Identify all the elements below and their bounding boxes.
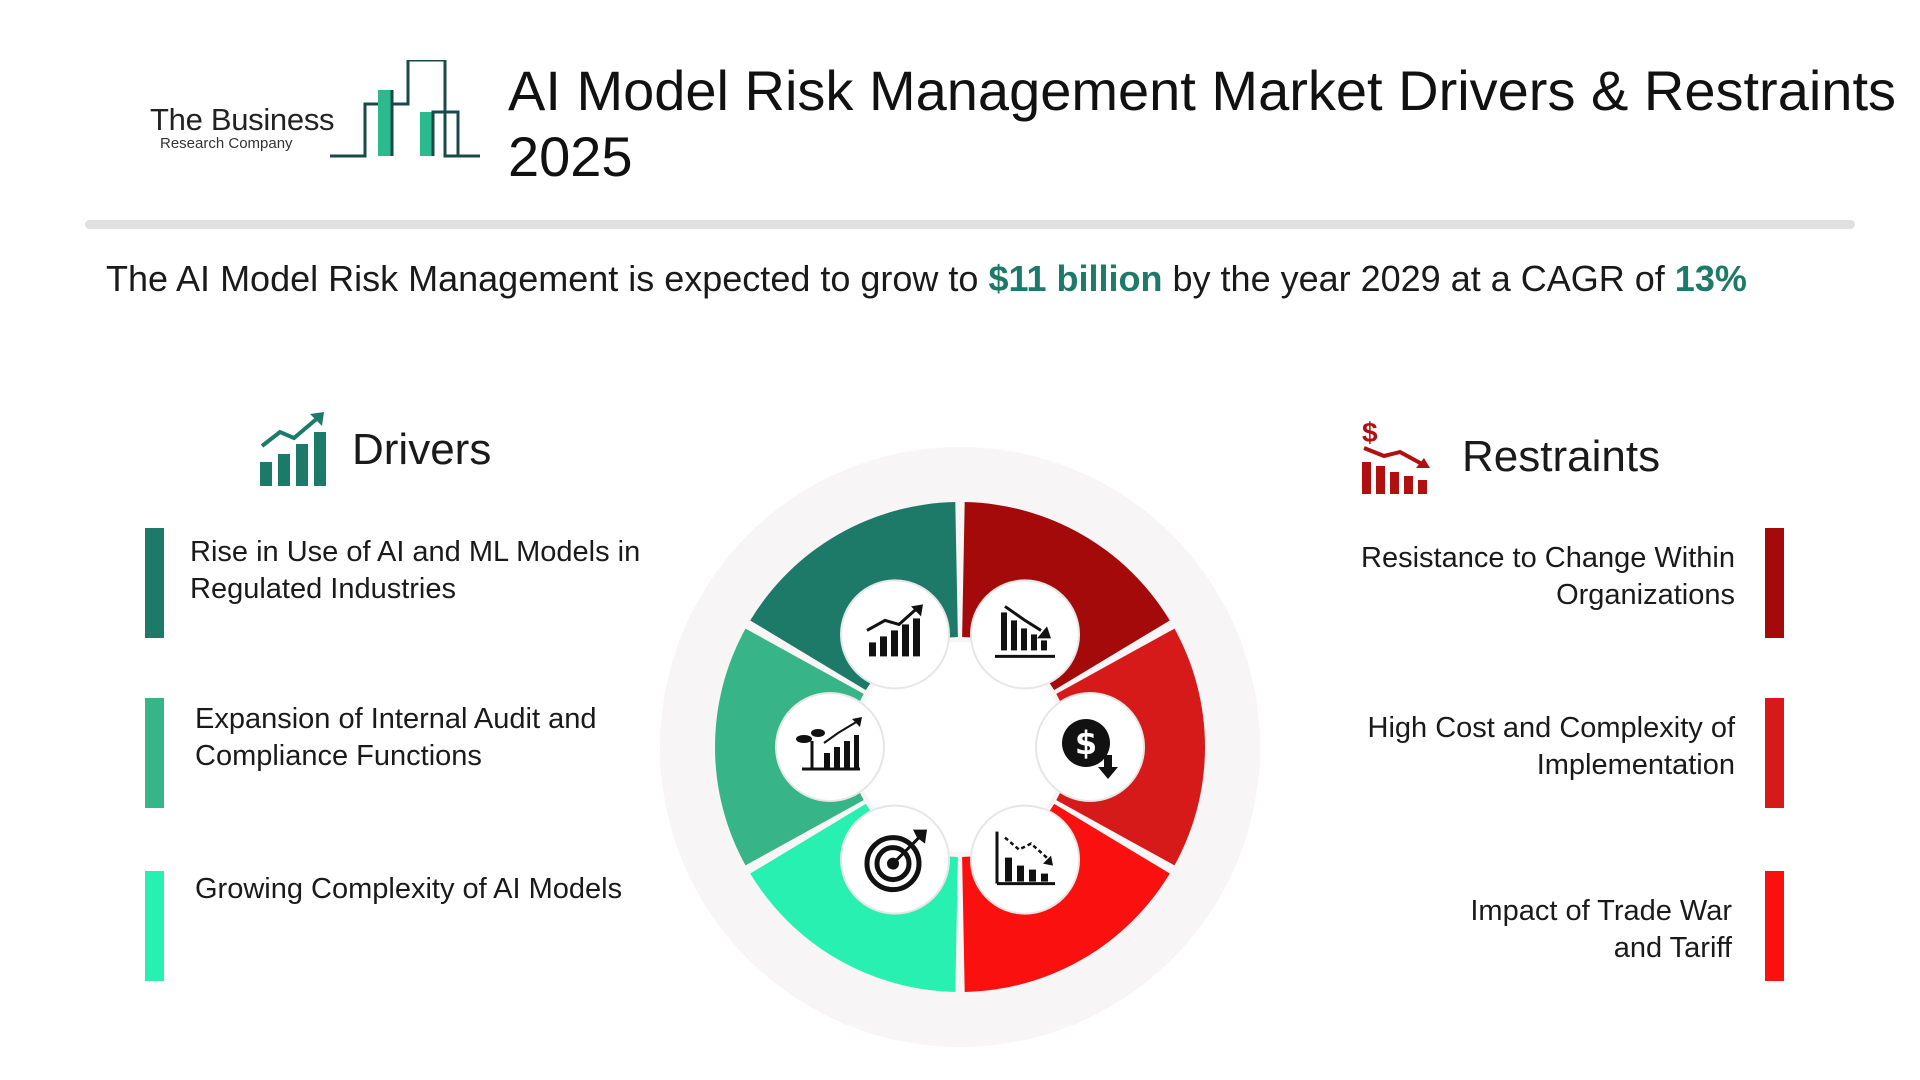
restraints-label: Restraints [1462,432,1661,481]
restraints-heading: $ Restraints [1360,418,1660,496]
restraint-item-1: Resistance to Change Within Organization… [1361,542,1735,611]
restraint-bar-3 [1765,871,1784,981]
driver-bar-1 [145,528,164,638]
dollar-down-icon: $ [1035,692,1145,802]
logo-subtitle: Research Company [160,135,293,152]
drivers-label: Drivers [352,424,492,474]
target-icon [840,804,950,915]
restraint-bar-1 [1765,528,1784,638]
declining-dollar-chart-icon: $ [1362,418,1430,494]
driver-item-2: Expansion of Internal Audit and Complian… [195,703,597,772]
market-headline: The AI Model Risk Management is expected… [106,258,1747,300]
driver-bar-2 [145,698,164,808]
page-title: AI Model Risk Management Market Drivers … [508,59,1896,188]
restraint-item-3: Impact of Trade War and Tariff [1470,895,1732,964]
drivers-restraints-wheel: $ [660,447,1260,1047]
market-value: $11 billion [988,258,1163,299]
restraint-bar-2 [1765,698,1784,808]
logo-buildings-icon [330,60,480,158]
headline-prefix: The AI Model Risk Management is expected… [106,258,989,299]
company-logo: The Business Research Company [150,60,480,170]
driver-item-1: Rise in Use of AI and ML Models in Regul… [190,536,641,605]
wheel-graphic: $ [660,447,1260,1047]
wheel-center [855,642,1065,852]
declining-line-chart-icon [970,804,1080,915]
cagr-value: 13% [1674,258,1747,299]
growth-chart-icon [840,579,950,690]
drivers-heading: Drivers [258,412,491,487]
svg-text:$: $ [1362,418,1378,448]
svg-text:$: $ [1075,724,1097,762]
declining-bar-chart-icon [970,579,1080,690]
headline-middle: by the year 2029 at a CAGR of [1162,258,1675,299]
logo-name: The Business [150,102,335,137]
growth-chart-icon [260,412,326,486]
header-divider [85,220,1855,229]
restraint-item-2: High Cost and Complexity of Implementati… [1367,712,1736,781]
driver-bar-3 [145,871,164,981]
driver-item-3: Growing Complexity of AI Models [195,873,623,905]
plant-growth-chart-icon [775,692,885,802]
